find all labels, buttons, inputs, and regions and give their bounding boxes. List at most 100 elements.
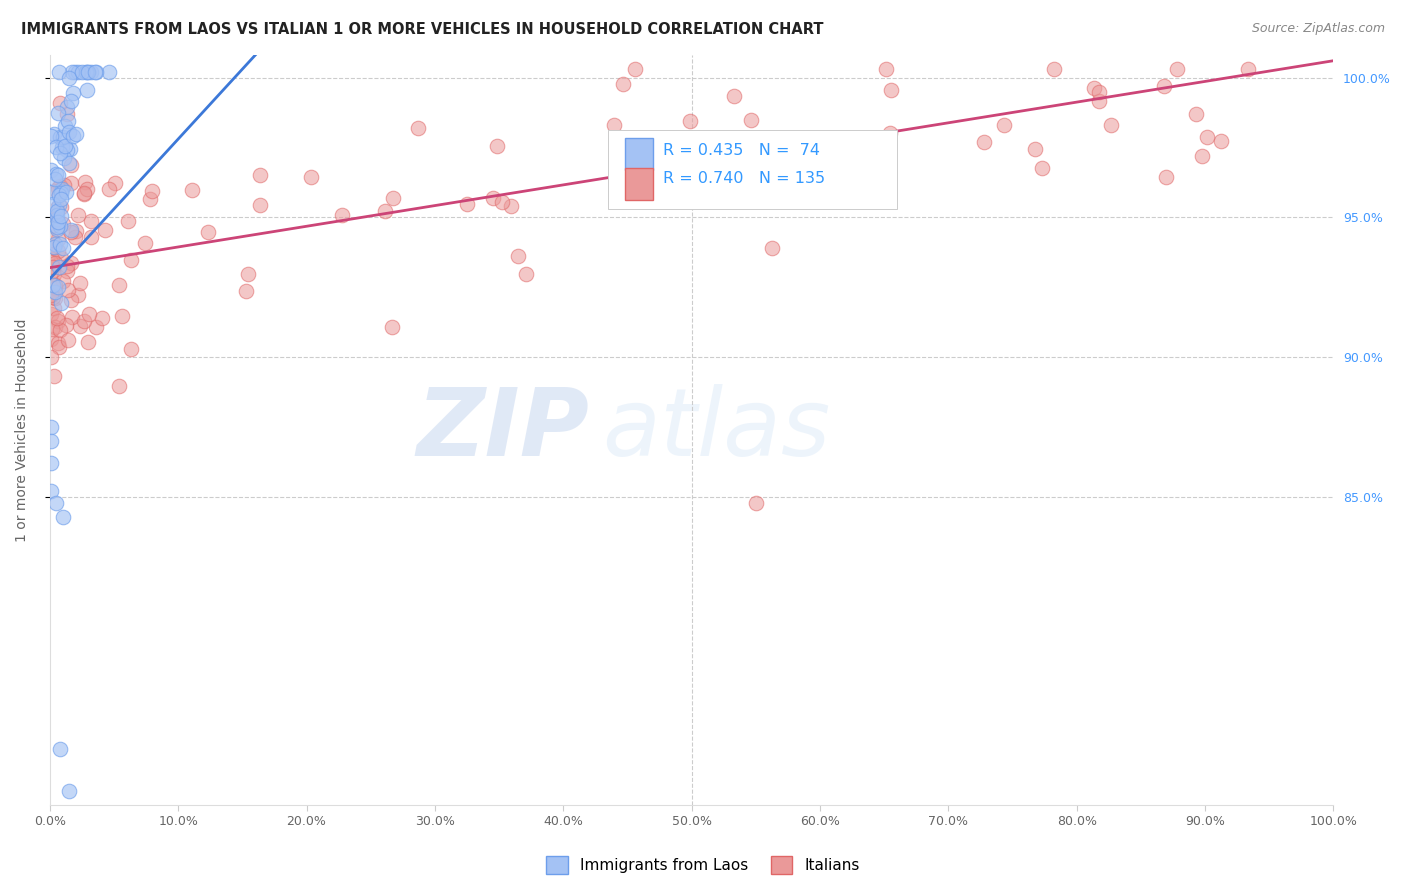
- Point: [67, 288, 90, 302]
- Point: [59, 142, 82, 156]
- Point: [48, 188, 70, 202]
- Point: [515, 267, 537, 281]
- Legend: Immigrants from Laos, Italians: Immigrants from Laos, Italians: [540, 850, 866, 880]
- Point: [1088, 95, 1111, 109]
- Point: [94, 223, 117, 237]
- Point: [235, 284, 257, 298]
- Point: [46, 212, 69, 227]
- Point: [69, 319, 91, 334]
- Point: [1043, 62, 1066, 76]
- Point: [79, 214, 101, 228]
- Point: [41, 260, 63, 274]
- Point: [197, 225, 219, 239]
- Point: [39, 209, 62, 223]
- Point: [761, 241, 783, 255]
- Point: [46, 311, 69, 326]
- Point: [51, 182, 73, 196]
- Point: [880, 83, 903, 97]
- Point: [97, 182, 120, 196]
- Point: [77, 335, 100, 350]
- Point: [120, 342, 142, 356]
- Point: [44, 213, 66, 227]
- Point: [1195, 129, 1218, 144]
- Point: [48, 260, 70, 274]
- Point: [1024, 142, 1046, 156]
- Point: [723, 88, 745, 103]
- Point: [1236, 62, 1258, 76]
- Point: [46, 203, 69, 218]
- Point: [745, 495, 768, 509]
- Point: [44, 256, 66, 270]
- Point: [48, 280, 70, 294]
- Point: [52, 178, 75, 192]
- Point: [863, 134, 886, 148]
- Point: [39, 332, 62, 346]
- Point: [42, 368, 65, 383]
- Point: [49, 219, 72, 234]
- Point: [679, 114, 702, 128]
- Point: [97, 65, 120, 79]
- Point: [51, 186, 73, 200]
- Point: [45, 140, 67, 154]
- Point: [456, 196, 478, 211]
- Point: [39, 255, 62, 269]
- Point: [49, 252, 72, 266]
- Y-axis label: 1 or more Vehicles in Household: 1 or more Vehicles in Household: [15, 318, 30, 541]
- Point: [67, 208, 90, 222]
- Point: [56, 333, 79, 347]
- Point: [104, 176, 127, 190]
- Text: ZIP: ZIP: [416, 384, 589, 475]
- Point: [73, 186, 96, 201]
- Point: [49, 179, 72, 194]
- Point: [59, 225, 82, 239]
- Point: [45, 201, 67, 215]
- Point: [63, 65, 86, 79]
- Point: [55, 185, 77, 199]
- Point: [993, 118, 1015, 132]
- Point: [73, 187, 96, 202]
- Point: [381, 320, 404, 334]
- Point: [84, 319, 107, 334]
- Point: [382, 191, 405, 205]
- Point: [45, 167, 67, 181]
- Point: [139, 192, 162, 206]
- Point: [41, 240, 63, 254]
- Point: [44, 278, 66, 293]
- Point: [56, 143, 79, 157]
- Point: [83, 65, 105, 79]
- Point: [52, 151, 75, 165]
- Point: [58, 156, 80, 170]
- Point: [624, 62, 647, 76]
- Point: [44, 237, 66, 252]
- Point: [42, 127, 65, 141]
- Point: [1166, 62, 1188, 76]
- Point: [62, 86, 84, 100]
- Point: [39, 420, 62, 434]
- Point: [406, 121, 429, 136]
- Point: [249, 168, 271, 182]
- Point: [56, 107, 79, 121]
- Point: [39, 456, 62, 470]
- Point: [60, 158, 83, 172]
- Point: [42, 290, 65, 304]
- Point: [39, 162, 62, 177]
- Point: [56, 113, 79, 128]
- Point: [41, 252, 63, 266]
- Point: [56, 100, 79, 114]
- FancyBboxPatch shape: [624, 138, 654, 169]
- Point: [44, 319, 66, 334]
- Point: [59, 293, 82, 308]
- Point: [46, 232, 69, 246]
- Point: [42, 196, 65, 211]
- Point: [1191, 149, 1213, 163]
- Point: [374, 203, 396, 218]
- Point: [45, 495, 67, 509]
- FancyBboxPatch shape: [609, 130, 897, 209]
- Point: [41, 186, 63, 200]
- Point: [39, 288, 62, 302]
- Point: [42, 218, 65, 232]
- Point: [59, 177, 82, 191]
- Point: [66, 65, 89, 79]
- Point: [55, 318, 77, 333]
- Point: [612, 77, 634, 91]
